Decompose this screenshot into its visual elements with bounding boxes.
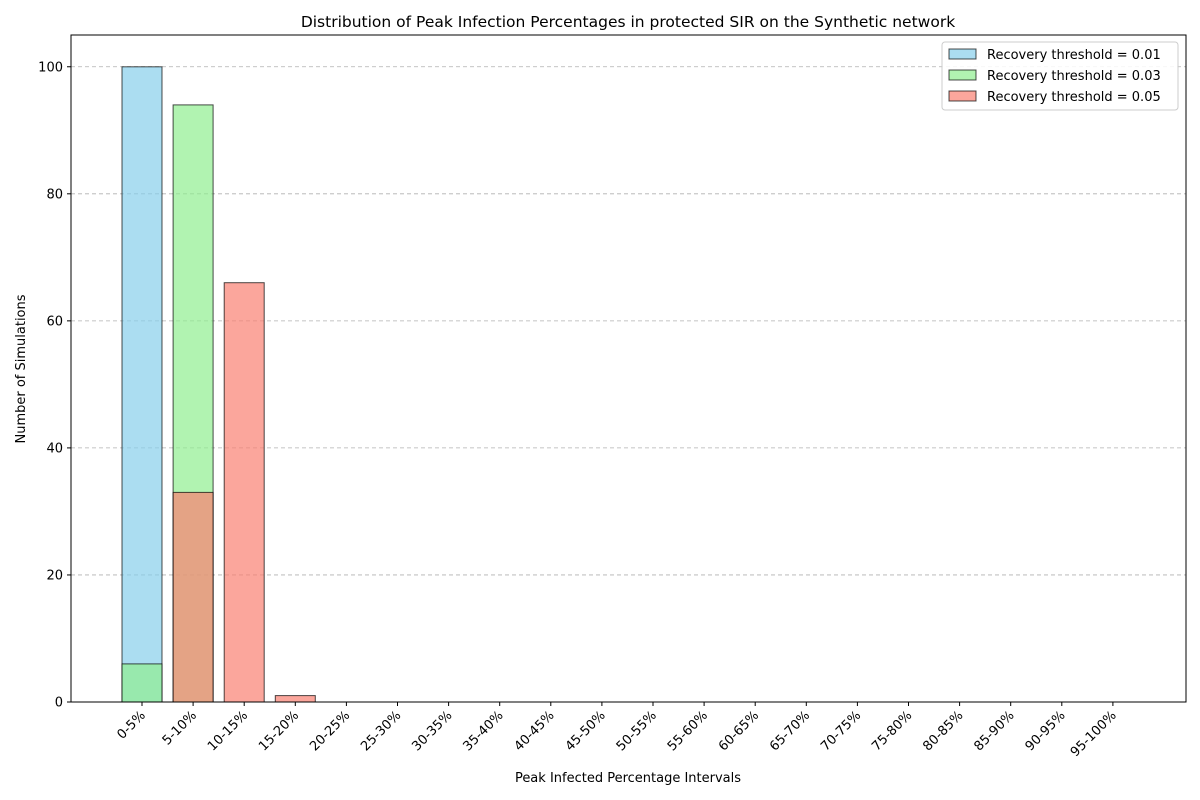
- legend: Recovery threshold = 0.01 Recovery thresh…: [941, 41, 1179, 111]
- x-tick-label: 35-40%: [460, 708, 506, 754]
- x-tick-label: 15-20%: [256, 708, 302, 754]
- y-axis: 0 20 40 60 80 100: [38, 60, 71, 711]
- legend-box: [941, 41, 1179, 111]
- y-tick-label: 60: [46, 314, 63, 329]
- legend-swatch: [948, 69, 977, 81]
- x-tick-label: 65-70%: [767, 708, 813, 754]
- legend-label: Recovery threshold = 0.01: [987, 48, 1161, 63]
- chart-title: Distribution of Peak Infection Percentag…: [301, 13, 955, 31]
- x-tick-label: 60-65%: [716, 708, 762, 754]
- y-tick-label: 40: [46, 441, 63, 456]
- y-tick-label: 80: [46, 187, 63, 202]
- legend-swatch: [948, 90, 977, 102]
- x-tick-label: 75-80%: [869, 708, 915, 754]
- x-tick-label: 45-50%: [563, 708, 609, 754]
- x-tick-label: 25-30%: [358, 708, 404, 754]
- x-tick-label: 5-10%: [160, 708, 200, 748]
- x-tick-label: 55-60%: [665, 708, 711, 754]
- x-tick-label: 50-55%: [614, 708, 660, 754]
- x-tick-label: 0-5%: [114, 708, 148, 742]
- y-axis-title: Number of Simulations: [14, 294, 29, 443]
- x-tick-label: 85-90%: [971, 708, 1017, 754]
- plot-frame: [70, 34, 1187, 703]
- x-tick-label: 70-75%: [818, 708, 864, 754]
- x-tick-label: 80-85%: [920, 708, 966, 754]
- legend-label: Recovery threshold = 0.05: [987, 90, 1161, 105]
- x-tick-label: 90-95%: [1023, 708, 1069, 754]
- legend-label: Recovery threshold = 0.03: [987, 69, 1161, 84]
- y-tick-label: 20: [46, 568, 63, 583]
- bar-series-3-10-15%: [223, 282, 265, 703]
- x-tick-label: 20-25%: [307, 708, 353, 754]
- bars: [121, 66, 316, 703]
- y-tick-label: 0: [55, 696, 63, 711]
- x-axis-title: Peak Infected Percentage Intervals: [515, 771, 741, 786]
- x-axis: 0-5% 5-10% 10-15% 15-20% 20-25% 25-30% 30-35% 3…: [114, 702, 1120, 760]
- y-tick-label: 100: [38, 60, 63, 75]
- x-tick-label: 30-35%: [409, 708, 455, 754]
- x-tick-label: 95-100%: [1068, 708, 1120, 760]
- x-tick-label: 40-45%: [512, 708, 558, 754]
- bar-series-3-5-10%: [172, 491, 214, 703]
- bar-series-3-15-20%: [274, 695, 316, 703]
- x-tick-label: 10-15%: [205, 708, 251, 754]
- bar-series-2-0-5%: [121, 663, 163, 703]
- bar-series-1-0-5%: [121, 66, 163, 703]
- legend-swatch: [948, 48, 977, 60]
